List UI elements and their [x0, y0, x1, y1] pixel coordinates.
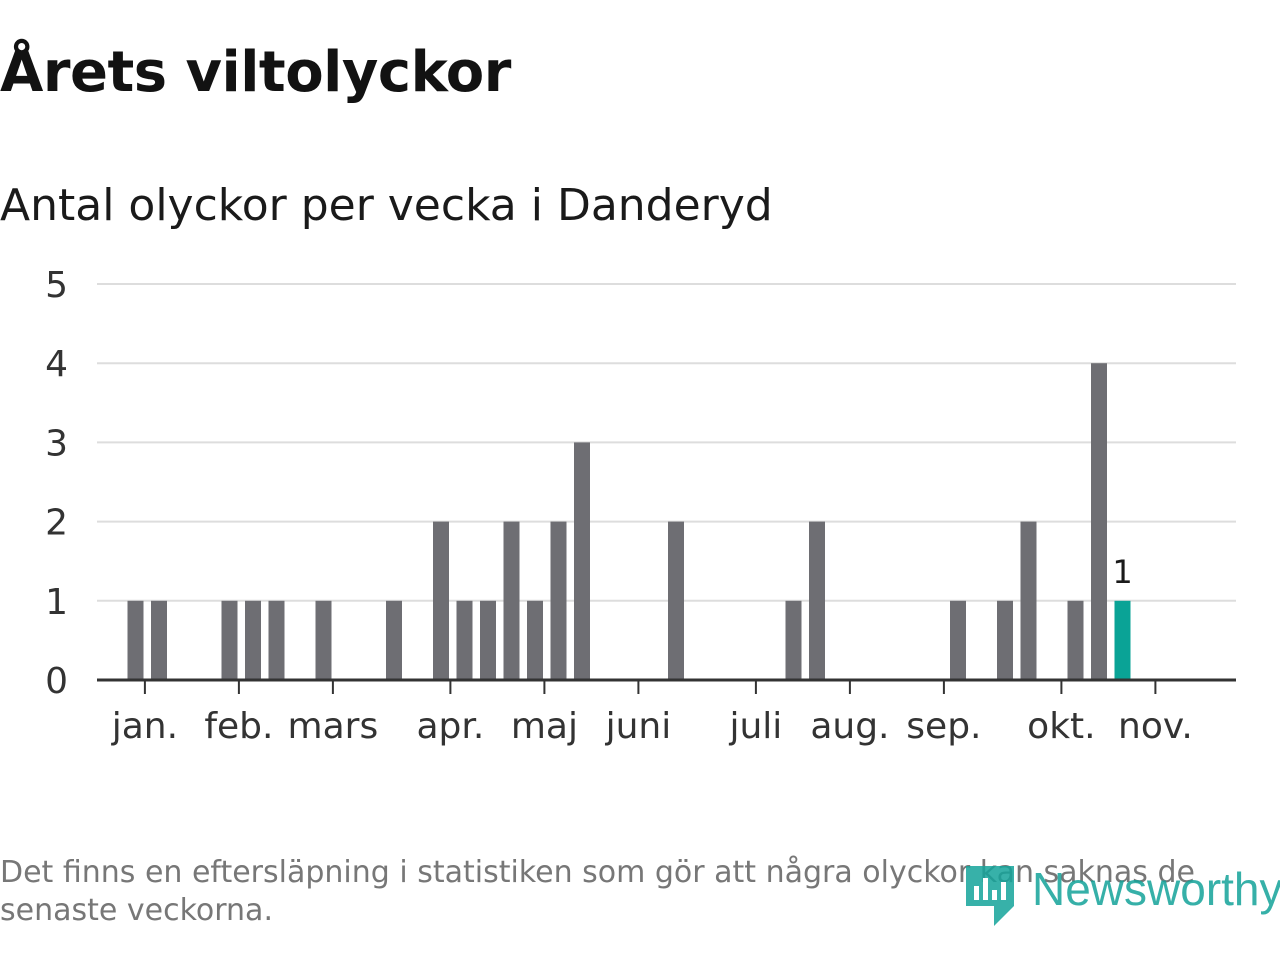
bar — [268, 600, 285, 680]
y-tick-label: 5 — [45, 265, 68, 306]
bar — [127, 600, 144, 680]
bar — [151, 600, 167, 680]
bar — [1020, 521, 1037, 680]
bar — [997, 600, 1013, 680]
bar — [245, 600, 261, 680]
y-tick-label: 1 — [45, 582, 68, 623]
bar — [809, 521, 825, 680]
x-tick-label: maj — [511, 706, 578, 747]
bar — [1067, 600, 1084, 680]
x-tick-label: apr. — [416, 706, 484, 747]
bar — [386, 600, 402, 680]
bar — [527, 600, 543, 680]
x-tick-label: feb. — [204, 706, 273, 747]
x-tick-label: okt. — [1027, 706, 1095, 747]
bar — [480, 600, 496, 680]
bar-highlight — [1114, 600, 1131, 680]
newsworthy-logo-icon — [966, 866, 1014, 926]
bar — [1091, 363, 1107, 680]
brand-name: Newsworthy — [1032, 863, 1280, 915]
x-tick-label: jan. — [111, 706, 178, 747]
bar — [574, 442, 590, 680]
data-label: 1 — [1112, 553, 1132, 591]
x-tick-label: juli — [728, 706, 782, 747]
y-tick-label: 0 — [45, 661, 68, 702]
bar — [456, 600, 473, 680]
bar-chart: 0 1 2 3 4 5 1 jan. feb. mars apr. maj juni juli aug. se… — [45, 265, 1236, 747]
x-tick-label: nov. — [1118, 706, 1193, 747]
bar — [433, 521, 449, 680]
bar — [550, 521, 567, 680]
x-tick-label: aug. — [810, 706, 889, 747]
bar — [785, 600, 802, 680]
y-tick-label: 4 — [45, 344, 68, 385]
x-tick-label: sep. — [906, 706, 981, 747]
bar — [221, 600, 238, 680]
y-tick-label: 2 — [45, 503, 68, 544]
chart-subtitle: Antal olyckor per vecka i Danderyd — [0, 180, 773, 231]
chart-title: Årets viltolyckor — [0, 40, 511, 105]
x-tick-label: juni — [605, 706, 672, 747]
bar — [668, 521, 684, 680]
x-tick-label: mars — [288, 706, 379, 747]
bar — [950, 600, 966, 680]
bar — [315, 600, 332, 680]
y-tick-label: 3 — [45, 423, 68, 464]
bar — [503, 521, 520, 680]
